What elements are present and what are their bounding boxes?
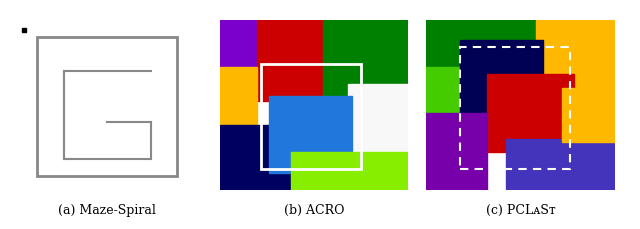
Polygon shape: [460, 41, 543, 126]
Polygon shape: [506, 139, 615, 190]
Polygon shape: [220, 68, 257, 139]
Polygon shape: [291, 153, 408, 190]
Polygon shape: [220, 21, 291, 85]
Text: (a) Maze-Spiral: (a) Maze-Spiral: [58, 203, 156, 216]
Polygon shape: [269, 97, 352, 173]
Bar: [460, 48, 570, 170]
Polygon shape: [486, 75, 573, 153]
Bar: [37, 38, 177, 177]
Polygon shape: [562, 88, 615, 143]
Polygon shape: [323, 21, 408, 102]
Polygon shape: [220, 126, 291, 190]
Bar: [261, 65, 361, 170]
Polygon shape: [536, 21, 615, 97]
Polygon shape: [426, 68, 479, 126]
Text: (c) PCLᴀSᴛ: (c) PCLᴀSᴛ: [486, 203, 556, 216]
Polygon shape: [426, 21, 615, 68]
Polygon shape: [348, 85, 408, 190]
Polygon shape: [426, 114, 486, 190]
Polygon shape: [257, 21, 348, 102]
Text: (b) ACRO: (b) ACRO: [284, 203, 344, 216]
